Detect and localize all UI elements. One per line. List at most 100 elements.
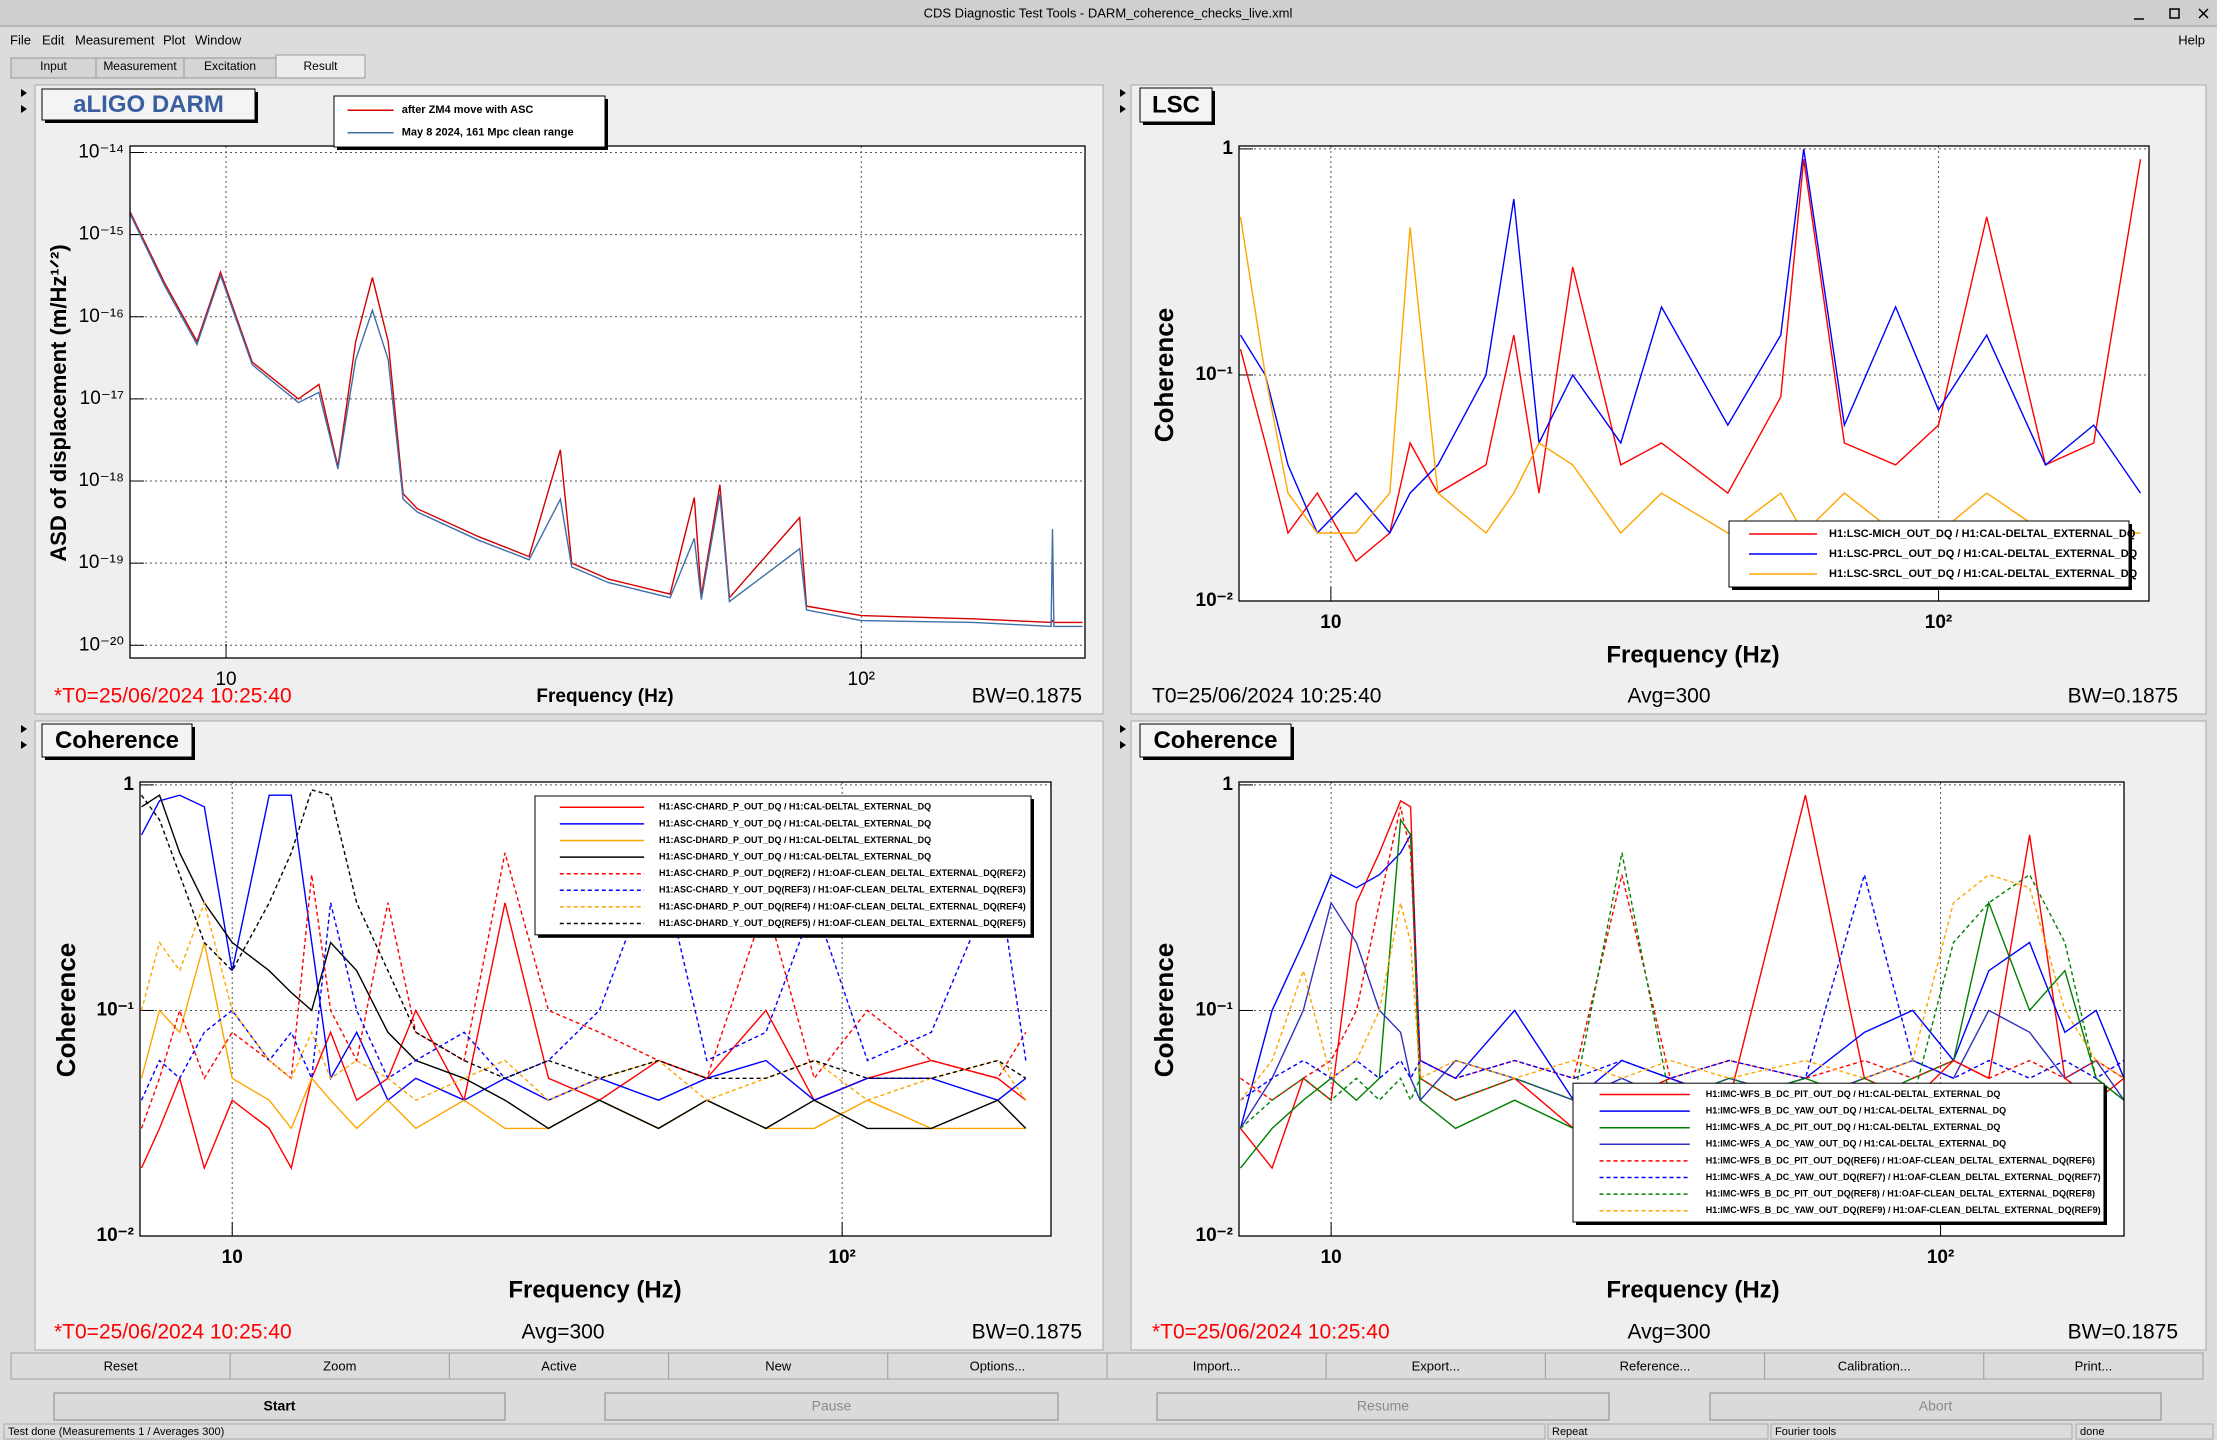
button[interactable] xyxy=(10,1352,231,1380)
menu-item[interactable]: Plot xyxy=(163,32,186,47)
button-label[interactable]: Export... xyxy=(1412,1358,1460,1373)
menu-item[interactable]: File xyxy=(10,32,31,47)
button-label[interactable]: Reference... xyxy=(1620,1358,1691,1373)
panel-arrow[interactable] xyxy=(21,725,27,749)
button-label[interactable]: Import... xyxy=(1193,1358,1241,1373)
button-label[interactable]: Calibration... xyxy=(1838,1358,1911,1373)
y-tick-label: 10⁻¹ xyxy=(1196,364,1234,385)
y-tick-label: 10⁻¹⁶ xyxy=(79,306,124,327)
title-box xyxy=(1139,87,1213,123)
plot-frame xyxy=(1238,781,2125,1237)
button[interactable] xyxy=(668,1352,889,1380)
button[interactable] xyxy=(1764,1352,1985,1380)
legend-label: H1:LSC-SRCL_OUT_DQ / H1:CAL-DELTAL_EXTER… xyxy=(1829,568,2138,580)
button-label[interactable]: Active xyxy=(541,1358,576,1373)
x-axis-label: Frequency (Hz) xyxy=(1606,641,1779,668)
button-label[interactable]: New xyxy=(765,1358,792,1373)
legend-label: H1:IMC-WFS_A_DC_YAW_OUT_DQ(REF7) / H1:OA… xyxy=(1706,1172,2101,1182)
status-text: Test done (Measurements 1 / Averages 300… xyxy=(8,1426,224,1438)
legend-label: H1:ASC-CHARD_P_OUT_DQ / H1:CAL-DELTAL_EX… xyxy=(659,802,931,812)
x-tick-label: 10² xyxy=(828,1247,855,1268)
legend-label: H1:ASC-DHARD_Y_OUT_DQ(REF5) / H1:OAF-CLE… xyxy=(659,918,1026,928)
y-axis-label: Coherence xyxy=(1149,943,1179,1077)
legend xyxy=(534,795,1032,936)
control-label: Resume xyxy=(1357,1398,1409,1414)
button[interactable] xyxy=(1983,1352,2204,1380)
button[interactable] xyxy=(448,1352,670,1380)
help-menu[interactable]: Help xyxy=(2178,32,2205,47)
bw-label: BW=0.1875 xyxy=(2068,1321,2178,1344)
avg-label: Avg=300 xyxy=(521,1321,604,1344)
legend-label: H1:ASC-DHARD_Y_OUT_DQ / H1:CAL-DELTAL_EX… xyxy=(659,851,931,861)
tab-label[interactable]: Input xyxy=(40,59,67,73)
y-tick-label: 10⁻¹ xyxy=(1196,999,1234,1020)
legend-label: H1:IMC-WFS_B_DC_YAW_OUT_DQ / H1:CAL-DELT… xyxy=(1706,1105,2006,1115)
button-label[interactable]: Zoom xyxy=(323,1358,356,1373)
status-field xyxy=(1547,1423,1769,1440)
series-line xyxy=(140,789,1027,1080)
tab-label[interactable]: Measurement xyxy=(103,59,177,73)
button-label[interactable]: Reset xyxy=(104,1358,138,1373)
y-tick-label: 10⁻² xyxy=(1196,590,1234,611)
series-line xyxy=(1239,159,2142,563)
panel-arrow[interactable] xyxy=(1120,725,1126,749)
menu-item[interactable]: Window xyxy=(195,32,242,47)
tab[interactable] xyxy=(275,54,366,79)
legend-label: H1:IMC-WFS_B_DC_YAW_OUT_DQ(REF9) / H1:OA… xyxy=(1706,1205,2101,1215)
y-tick-label: 10⁻¹⁸ xyxy=(78,470,124,491)
button[interactable] xyxy=(1544,1352,1766,1380)
button[interactable] xyxy=(229,1352,450,1380)
control-button xyxy=(604,1392,1059,1421)
title-bar xyxy=(0,0,2217,26)
control-button xyxy=(1709,1392,2162,1421)
plot-area xyxy=(130,146,1085,658)
panel-arrow[interactable] xyxy=(1120,89,1126,113)
title-box xyxy=(41,723,193,758)
chart-panel: 1 10⁻¹ 10⁻² 10 10² LSC Coherence Frequency (Hz)… xyxy=(1120,84,2207,715)
y-tick-label: 10⁻²⁰ xyxy=(79,634,124,655)
y-tick-label: 1 xyxy=(1222,774,1233,795)
series-line xyxy=(1240,852,2125,1129)
button[interactable] xyxy=(887,1352,1108,1380)
avg-label: Avg=300 xyxy=(1627,685,1710,708)
status-text: Repeat xyxy=(1552,1426,1587,1438)
window-controls xyxy=(2134,8,2209,20)
t0-label: *T0=25/06/2024 10:25:40 xyxy=(1152,1321,1390,1344)
x-tick-label: 10 xyxy=(222,1247,243,1268)
title-box xyxy=(41,88,256,121)
plot-frame xyxy=(1238,145,2150,602)
legend-label: H1:LSC-MICH_OUT_DQ / H1:CAL-DELTAL_EXTER… xyxy=(1829,528,2136,540)
legend xyxy=(333,95,606,148)
control-button[interactable] xyxy=(53,1392,506,1421)
menu-item[interactable]: Measurement xyxy=(75,32,155,47)
x-tick-label: 10² xyxy=(1927,1247,1954,1268)
status-text: done xyxy=(2080,1426,2104,1438)
button[interactable] xyxy=(1106,1352,1327,1380)
legend xyxy=(1572,1082,2105,1223)
bw-label: BW=0.1875 xyxy=(2068,685,2178,708)
y-tick-label: 10⁻² xyxy=(1196,1225,1234,1246)
series-line xyxy=(1239,873,2125,1101)
panel-arrow[interactable] xyxy=(21,89,27,113)
y-axis-label: ASD of displacement (m/Hz¹ᐟ²) xyxy=(46,244,71,561)
tab-label[interactable]: Excitation xyxy=(204,59,256,73)
maximize-button[interactable] xyxy=(2169,8,2180,19)
legend-label: H1:IMC-WFS_B_DC_PIT_OUT_DQ(REF8) / H1:OA… xyxy=(1706,1188,2095,1198)
button-label[interactable]: Print... xyxy=(2075,1358,2113,1373)
chart-panel: 10⁻¹⁴ 10⁻¹⁵ 10⁻¹⁶ 10⁻¹⁷ 10⁻¹⁸ 10⁻¹⁹ 10⁻²⁰ 10 10²… xyxy=(21,84,1104,715)
legend-label: H1:ASC-DHARD_P_OUT_DQ(REF4) / H1:OAF-CLE… xyxy=(659,901,1026,911)
t0-label: T0=25/06/2024 10:25:40 xyxy=(1152,685,1381,708)
x-tick-label: 10 xyxy=(1320,612,1341,633)
y-tick-label: 10⁻¹⁹ xyxy=(78,552,124,573)
y-tick-label: 10⁻² xyxy=(97,1225,135,1246)
close-button[interactable] xyxy=(2198,8,2209,19)
x-axis-label: Frequency (Hz) xyxy=(508,1276,681,1303)
menu-item[interactable]: Edit xyxy=(42,32,65,47)
button[interactable] xyxy=(1325,1352,1546,1380)
button-label[interactable]: Options... xyxy=(970,1358,1026,1373)
status-field xyxy=(1770,1423,2073,1440)
y-axis-label: Coherence xyxy=(51,943,81,1077)
control-label[interactable]: Start xyxy=(264,1398,296,1414)
x-tick-label: 10 xyxy=(1321,1247,1342,1268)
tab-label[interactable]: Result xyxy=(303,59,338,73)
